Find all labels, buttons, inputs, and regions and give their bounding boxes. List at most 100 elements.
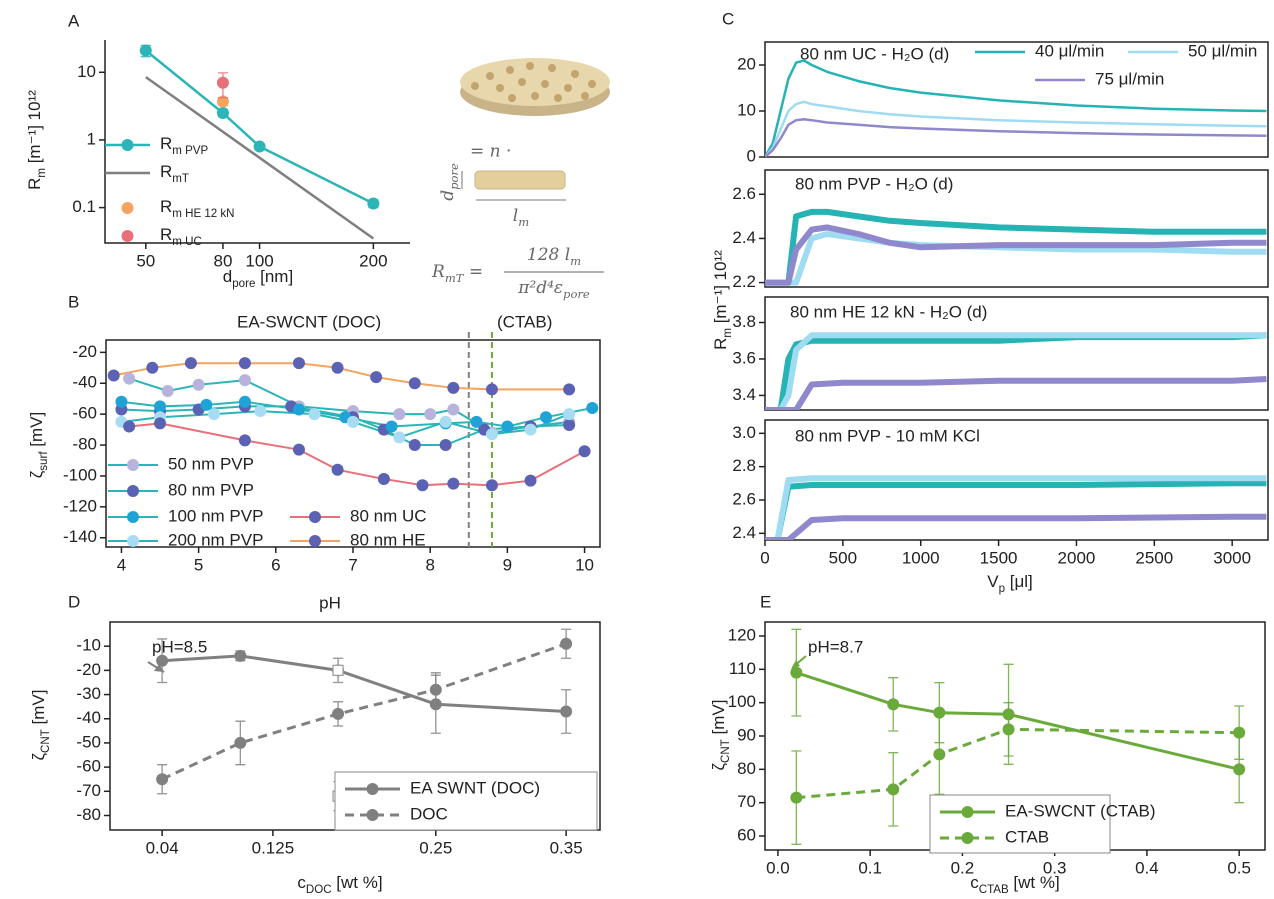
panel-title: 80 nm PVP - 10 mM KCl (795, 426, 980, 445)
x-axis-label-part: pore (232, 278, 255, 290)
y-tick-label: 0.1 (72, 197, 96, 216)
data-point (447, 403, 460, 416)
data-point (154, 417, 167, 430)
y-tick-label: 3.4 (732, 385, 756, 404)
series-line (765, 224, 1267, 286)
legend-marker (309, 535, 321, 547)
legend-label: 50 nm PVP (168, 454, 254, 473)
data-point (234, 736, 247, 749)
x-tick-label: 200 (359, 251, 387, 270)
x-axis-label-part: p (999, 583, 1005, 595)
data-point (393, 431, 406, 444)
legend-label-part: R (160, 225, 172, 244)
legend-label-part: R (160, 162, 172, 181)
formula-lhs-part: mT (445, 271, 465, 285)
x-tick-label: 0 (760, 548, 769, 567)
data-point (184, 357, 197, 370)
legend-label-part: m PVP (172, 145, 208, 157)
plot-area (765, 332, 1267, 410)
length-label-part: m (518, 215, 529, 229)
series-line (765, 100, 1267, 157)
data-point (254, 405, 267, 418)
data-point (887, 783, 900, 796)
legend-label: EA-SWCNT (CTAB) (1005, 801, 1155, 820)
data-point (393, 408, 406, 421)
pore-schematic (460, 58, 610, 273)
legend-label: DOC (410, 804, 448, 823)
plot-frame (764, 169, 1269, 288)
y-tick-label: 10 (77, 62, 96, 81)
y-axis-label-part: ζ (29, 752, 48, 760)
annotation: EA-SWCNT (DOC) (237, 312, 381, 331)
data-point (560, 637, 573, 650)
y-axis-label: Rm [m⁻¹] 10¹² (711, 250, 734, 350)
legend-label: 200 nm PVP (168, 530, 263, 549)
y-axis-label-part: [mV] (27, 412, 46, 452)
y-axis-label: ζCNT [mV] (709, 700, 732, 771)
y-axis-label: ζCNT [mV] (29, 690, 52, 761)
data-point (347, 415, 359, 428)
data-point (156, 773, 169, 786)
legend-label: RmT (160, 162, 189, 185)
data-point (1233, 763, 1246, 776)
x-tick-label: 2000 (1058, 548, 1096, 567)
data-point (156, 654, 169, 667)
diameter-label: dpore (438, 163, 462, 201)
y-tick-label: -70 (76, 781, 101, 800)
legend-label-part: R (160, 134, 172, 153)
data-point (331, 463, 344, 476)
y-tick-label: -120 (63, 496, 97, 515)
annotation: (CTAB) (497, 312, 552, 331)
data-point (161, 384, 174, 397)
data-point (115, 395, 128, 408)
legend-marker (121, 202, 134, 214)
x-axis-label: Vp [μl] (987, 572, 1033, 595)
x-tick-label: 0.4 (1135, 858, 1159, 877)
legend-marker (961, 806, 974, 818)
data-point (238, 357, 251, 370)
y-tick-label: -60 (72, 404, 97, 423)
panel-label: B (68, 292, 79, 311)
legend-marker (309, 511, 321, 523)
legend-label: 80 nm HE (350, 530, 426, 549)
y-tick-label: -20 (72, 342, 97, 361)
x-axis-label: cDOC [wt %] (297, 873, 382, 896)
annotation: pH=8.7 (808, 637, 863, 656)
legend-marker (127, 535, 139, 547)
data-point (331, 361, 344, 374)
legend-label-part: mT (172, 173, 189, 185)
legend-box (334, 771, 598, 831)
legend-label: 75 μl/min (1095, 69, 1164, 88)
legend-label: Rm UC (160, 225, 202, 248)
legend-label-part: R (160, 197, 172, 216)
y-tick-label: 110 (729, 659, 756, 678)
x-axis-label-part: [nm] (255, 267, 293, 286)
y-tick-label: 3.8 (732, 312, 756, 331)
y-tick-label: -30 (76, 684, 101, 703)
data-point (292, 357, 305, 370)
x-tick-label: 500 (829, 548, 857, 567)
y-tick-label: 20 (737, 54, 756, 73)
x-axis-label-part: c (297, 873, 306, 892)
annotation: pH=8.5 (152, 637, 207, 656)
x-tick-label: 0.1 (858, 858, 882, 877)
x-axis-label-part: CTAB (979, 884, 1009, 896)
y-axis-label-part: R (25, 178, 44, 190)
y-tick-label: 120 (728, 625, 756, 644)
data-point (292, 443, 305, 456)
plot-area (765, 208, 1267, 286)
data-point (123, 372, 136, 385)
panel-title: 80 nm UC - H₂O (d) (800, 44, 949, 63)
data-point (933, 748, 946, 761)
legend-marker (127, 485, 139, 497)
y-tick-label: -20 (76, 660, 101, 679)
legend-label: 50 μl/min (1188, 41, 1257, 60)
length-label: lm (513, 206, 529, 230)
y-tick-label: 60 (737, 825, 756, 844)
length-label-part: l (513, 206, 518, 226)
x-tick-label: 2500 (1135, 548, 1173, 567)
legend-label: 80 nm UC (350, 506, 427, 525)
legend-label: 80 nm PVP (168, 480, 254, 499)
